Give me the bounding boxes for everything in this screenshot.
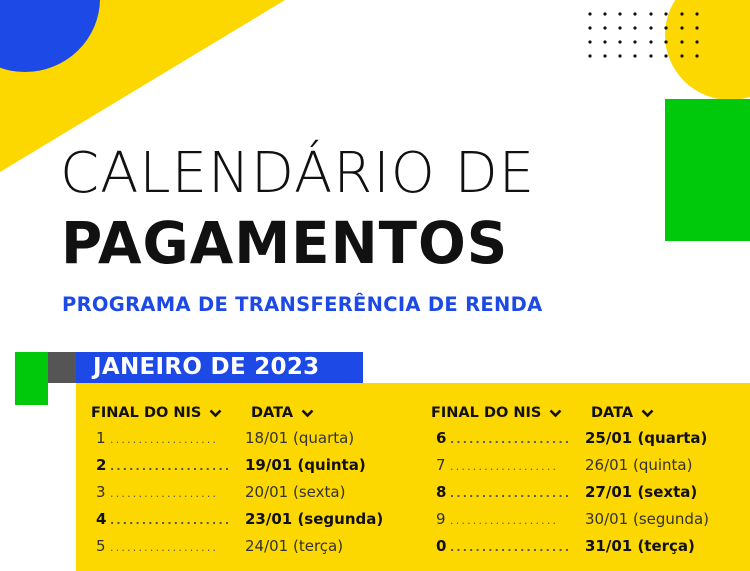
schedule-row: 1................... 18/01 (quarta) [96, 429, 355, 447]
subtitle: PROGRAMA DE TRANSFERÊNCIA DE RENDA [62, 293, 543, 316]
schedule-row: 9................... 30/01 (segunda) [436, 510, 709, 528]
schedule-row: 4................... 23/01 (segunda) [96, 510, 384, 528]
chevron-down-icon [301, 409, 314, 417]
column-header: FINAL DO NIS DATA [431, 403, 709, 423]
chevron-down-icon [209, 409, 222, 417]
nis-header: FINAL DO NIS [91, 405, 251, 421]
title-line-2: PAGAMENTOS [61, 209, 509, 277]
schedule-column-right: FINAL DO NIS DATA 6................... 25… [431, 403, 709, 564]
green-square-decoration [15, 352, 48, 405]
chevron-down-icon [549, 409, 562, 417]
month-label: JANEIRO DE 2023 [76, 352, 363, 383]
date-header: DATA [251, 405, 314, 421]
column-header: FINAL DO NIS DATA [91, 403, 383, 423]
green-rectangle-decoration [665, 99, 750, 241]
date-header: DATA [591, 405, 654, 421]
payment-schedule-panel: FINAL DO NIS DATA 1................... 18… [76, 383, 750, 571]
schedule-row: 3................... 20/01 (sexta) [96, 483, 346, 501]
schedule-row: 8................... 27/01 (sexta) [436, 483, 698, 501]
nis-header: FINAL DO NIS [431, 405, 591, 421]
schedule-row: 6................... 25/01 (quarta) [436, 429, 708, 447]
schedule-row: 0................... 31/01 (terça) [436, 537, 695, 555]
schedule-row: 7................... 26/01 (quinta) [436, 456, 693, 474]
dot-grid-decoration [588, 12, 699, 58]
schedule-row: 5................... 24/01 (terça) [96, 537, 344, 555]
schedule-column-left: FINAL DO NIS DATA 1................... 18… [91, 403, 383, 564]
title-line-1: CALENDÁRIO DE [60, 141, 536, 206]
schedule-row: 2................... 19/01 (quinta) [96, 456, 366, 474]
gray-bar-decoration [48, 352, 76, 383]
chevron-down-icon [641, 409, 654, 417]
